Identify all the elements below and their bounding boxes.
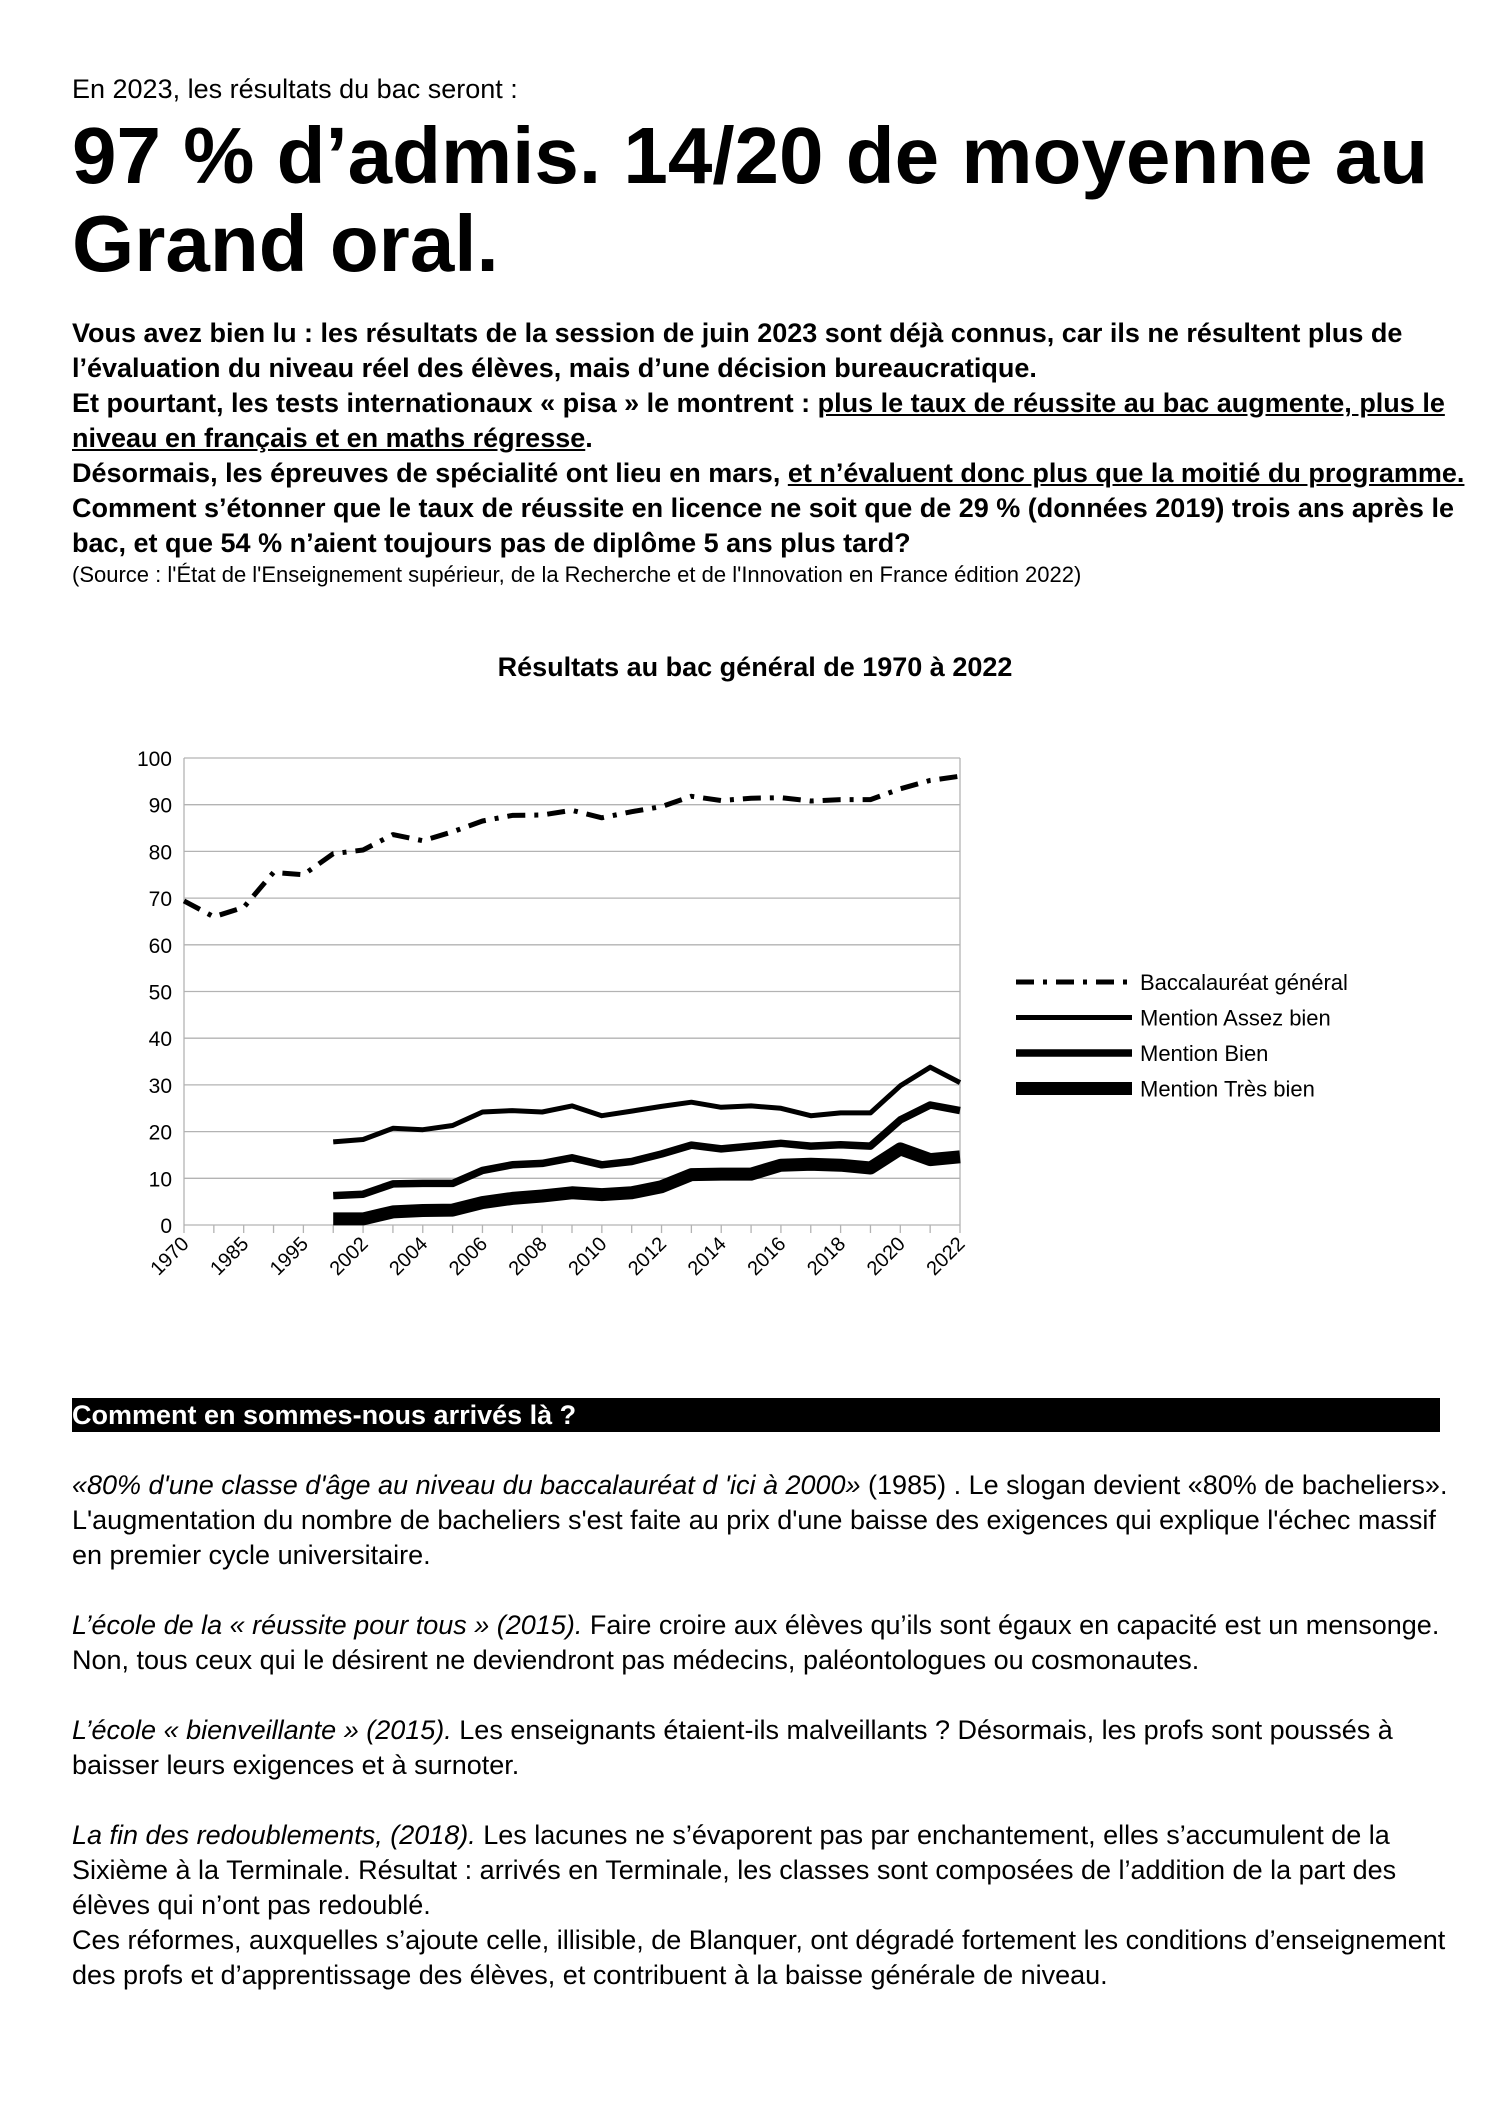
intro-text: En 2023, les résultats du bac seront : <box>72 74 518 104</box>
x-tick-label: 1985 <box>206 1233 253 1280</box>
legend-label-2: Mention Bien <box>1140 1041 1268 1066</box>
paragraph-2: L’école de la « réussite pour tous » (20… <box>72 1608 1452 1678</box>
y-tick-label: 20 <box>149 1122 172 1145</box>
paragraph-2-italic: L’école de la « réussite pour tous » (20… <box>72 1610 583 1640</box>
x-tick-label: 2006 <box>445 1233 492 1280</box>
lead-text-4: Comment s’étonner que le taux de réussit… <box>72 493 1454 558</box>
x-tick-label: 2014 <box>684 1233 731 1280</box>
x-tick-label: 1995 <box>266 1233 313 1280</box>
paragraph-4-italic: La fin des redoublements, (2018). <box>72 1820 476 1850</box>
chart-title: Résultats au bac général de 1970 à 2022 <box>497 652 1013 682</box>
x-tick-label: 2002 <box>326 1233 373 1280</box>
y-tick-label: 40 <box>149 1028 172 1051</box>
lead-underlined-2: plus le taux de réussite au bac augmente… <box>72 388 1445 453</box>
y-tick-label: 0 <box>160 1215 172 1238</box>
legend-label-1: Mention Assez bien <box>1140 1006 1331 1031</box>
source-note: (Source : l'État de l'Enseignement supér… <box>72 562 1082 587</box>
x-tick-label: 2010 <box>564 1233 611 1280</box>
legend-label-0: Baccalauréat général <box>1140 970 1348 995</box>
y-tick-label: 60 <box>149 935 172 958</box>
paragraph-4-text: Les lacunes ne s’évaporent pas par encha… <box>72 1820 1397 1920</box>
x-tick-label: 2012 <box>624 1233 671 1280</box>
paragraph-3: L’école « bienveillante » (2015). Les en… <box>72 1713 1452 1783</box>
y-tick-label: 50 <box>149 982 172 1005</box>
y-tick-label: 100 <box>137 748 172 771</box>
series-line-1 <box>332 1064 962 1145</box>
section-body: «80% d'une classe d'âge au niveau du bac… <box>72 1468 1452 2028</box>
lead-text-2: Et pourtant, les tests internationaux « … <box>72 388 818 418</box>
series-line-3 <box>333 1142 961 1226</box>
paragraph-4: La fin des redoublements, (2018). Les la… <box>72 1818 1452 1993</box>
paragraph-1-italic: «80% d'une classe d'âge au niveau du bac… <box>72 1470 861 1500</box>
legend-label-3: Mention Très bien <box>1140 1077 1315 1102</box>
x-tick-label: 2008 <box>505 1233 552 1280</box>
headline: 97 % d’admis. 14/20 de moyenne au Grand … <box>72 111 1429 288</box>
paragraph-3-italic: L’école « bienveillante » (2015). <box>72 1715 452 1745</box>
y-tick-label: 80 <box>149 841 172 864</box>
line-chart: 0 10 20 30 40 50 60 70 80 90 100 1970 1985 1995 2002 20… <box>137 748 1348 1280</box>
lead-text-1: Vous avez bien lu : les résultats de la … <box>72 318 1403 383</box>
series-line-0 <box>182 773 961 920</box>
section-heading: Comment en sommes-nous arrivés là ? <box>72 1398 1440 1432</box>
paragraph-3-text: Les enseignants étaient-ils malveillants… <box>72 1715 1393 1780</box>
y-tick-label: 10 <box>149 1168 172 1191</box>
paragraph-1-text: (1985) . Le slogan devient «80% de bache… <box>72 1470 1448 1570</box>
lead-underlined-3: et n’évaluent donc plus que la moitié du… <box>787 458 1465 488</box>
y-tick-label: 30 <box>149 1075 172 1098</box>
x-tick-label: 2020 <box>863 1233 910 1280</box>
x-tick-label: 2016 <box>743 1233 790 1280</box>
x-tick-label: 2004 <box>385 1233 432 1280</box>
x-tick-label: 1970 <box>147 1233 194 1280</box>
x-tick-label: 2018 <box>803 1233 850 1280</box>
paragraph-2-text: Faire croire aux élèves qu’ils sont égau… <box>72 1610 1440 1675</box>
y-tick-label: 70 <box>149 888 172 911</box>
paragraph-4-text-2: Ces réformes, auxquelles s’ajoute celle,… <box>72 1925 1446 1990</box>
x-tick-label: 2022 <box>923 1233 970 1280</box>
paragraph-1: «80% d'une classe d'âge au niveau du bac… <box>72 1468 1452 1573</box>
lead-text-3: Désormais, les épreuves de spécialité on… <box>72 458 788 488</box>
lead-text-2-end: . <box>585 423 593 453</box>
y-tick-label: 90 <box>149 795 172 818</box>
series-line-2 <box>333 1101 961 1200</box>
lead-paragraph: Vous avez bien lu : les résultats de la … <box>72 316 1472 589</box>
